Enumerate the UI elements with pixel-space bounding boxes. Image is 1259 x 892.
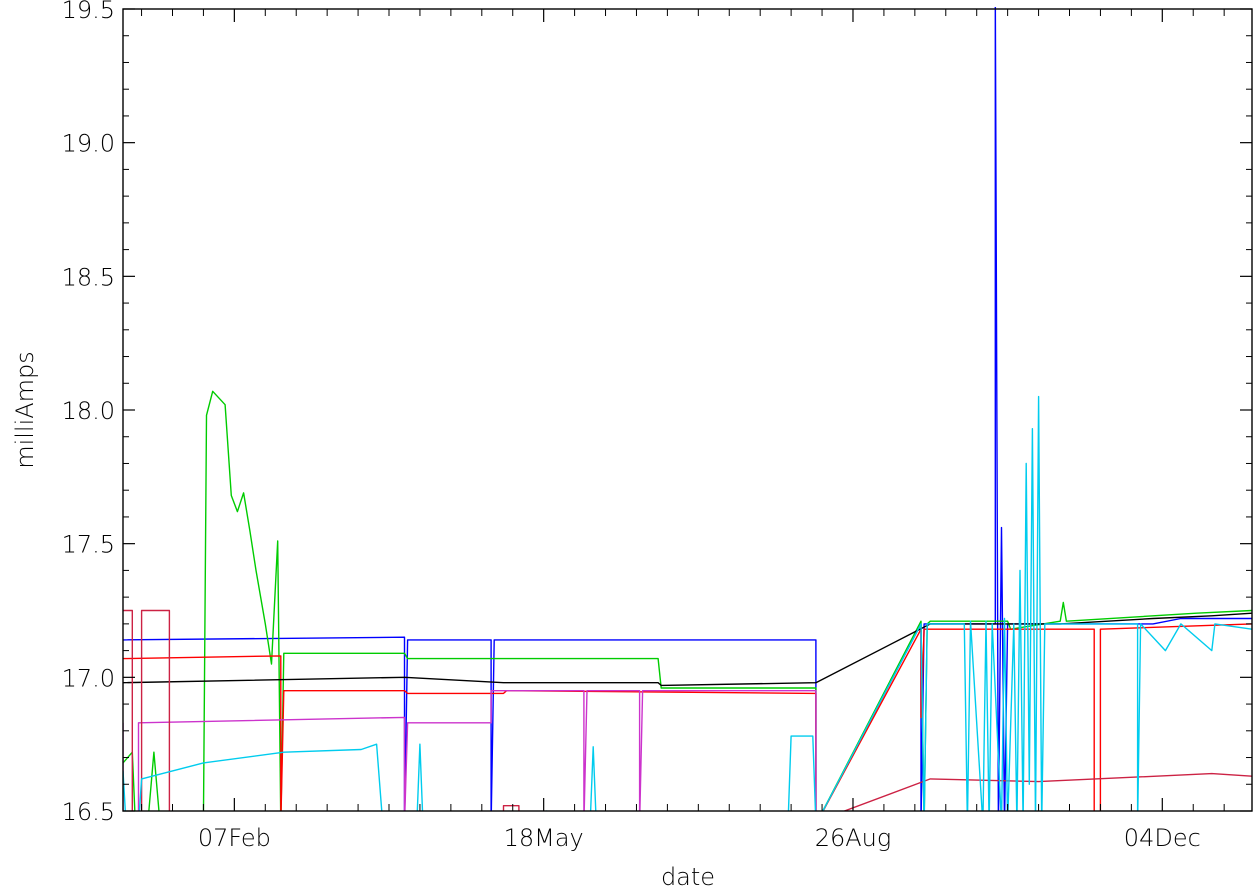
y-axis-label: milliAmps bbox=[11, 351, 39, 469]
series-line-7 bbox=[123, 395, 1252, 811]
tick-label-layer: 16.5 17.0 17.5 18.0 18.5 19.0 19.5 07Feb 18May 26… bbox=[62, 0, 1201, 852]
x-axis-label: date bbox=[661, 863, 715, 891]
y-tick-label: 17.5 bbox=[62, 531, 115, 559]
tick-layer bbox=[123, 8, 1252, 812]
y-tick-label: 18.5 bbox=[62, 263, 115, 291]
y-tick-label: 18.0 bbox=[62, 397, 115, 425]
series-line-6 bbox=[123, 609, 1252, 811]
x-tick-label: 04Dec bbox=[1124, 824, 1201, 852]
x-tick-label: 18May bbox=[504, 824, 584, 852]
y-tick-label: 17.0 bbox=[62, 664, 115, 692]
x-tick-label: 07Feb bbox=[198, 824, 271, 852]
y-tick-label: 16.5 bbox=[62, 798, 115, 826]
series-line-4 bbox=[123, 612, 1252, 687]
series-line-5 bbox=[123, 690, 817, 811]
series-line-1 bbox=[123, 7, 1252, 811]
x-tick-label: 26Aug bbox=[815, 824, 892, 852]
y-tick-label: 19.0 bbox=[62, 130, 115, 158]
series-layer bbox=[123, 7, 1252, 811]
series-line-2 bbox=[123, 390, 1252, 811]
y-tick-label: 19.5 bbox=[62, 0, 115, 24]
